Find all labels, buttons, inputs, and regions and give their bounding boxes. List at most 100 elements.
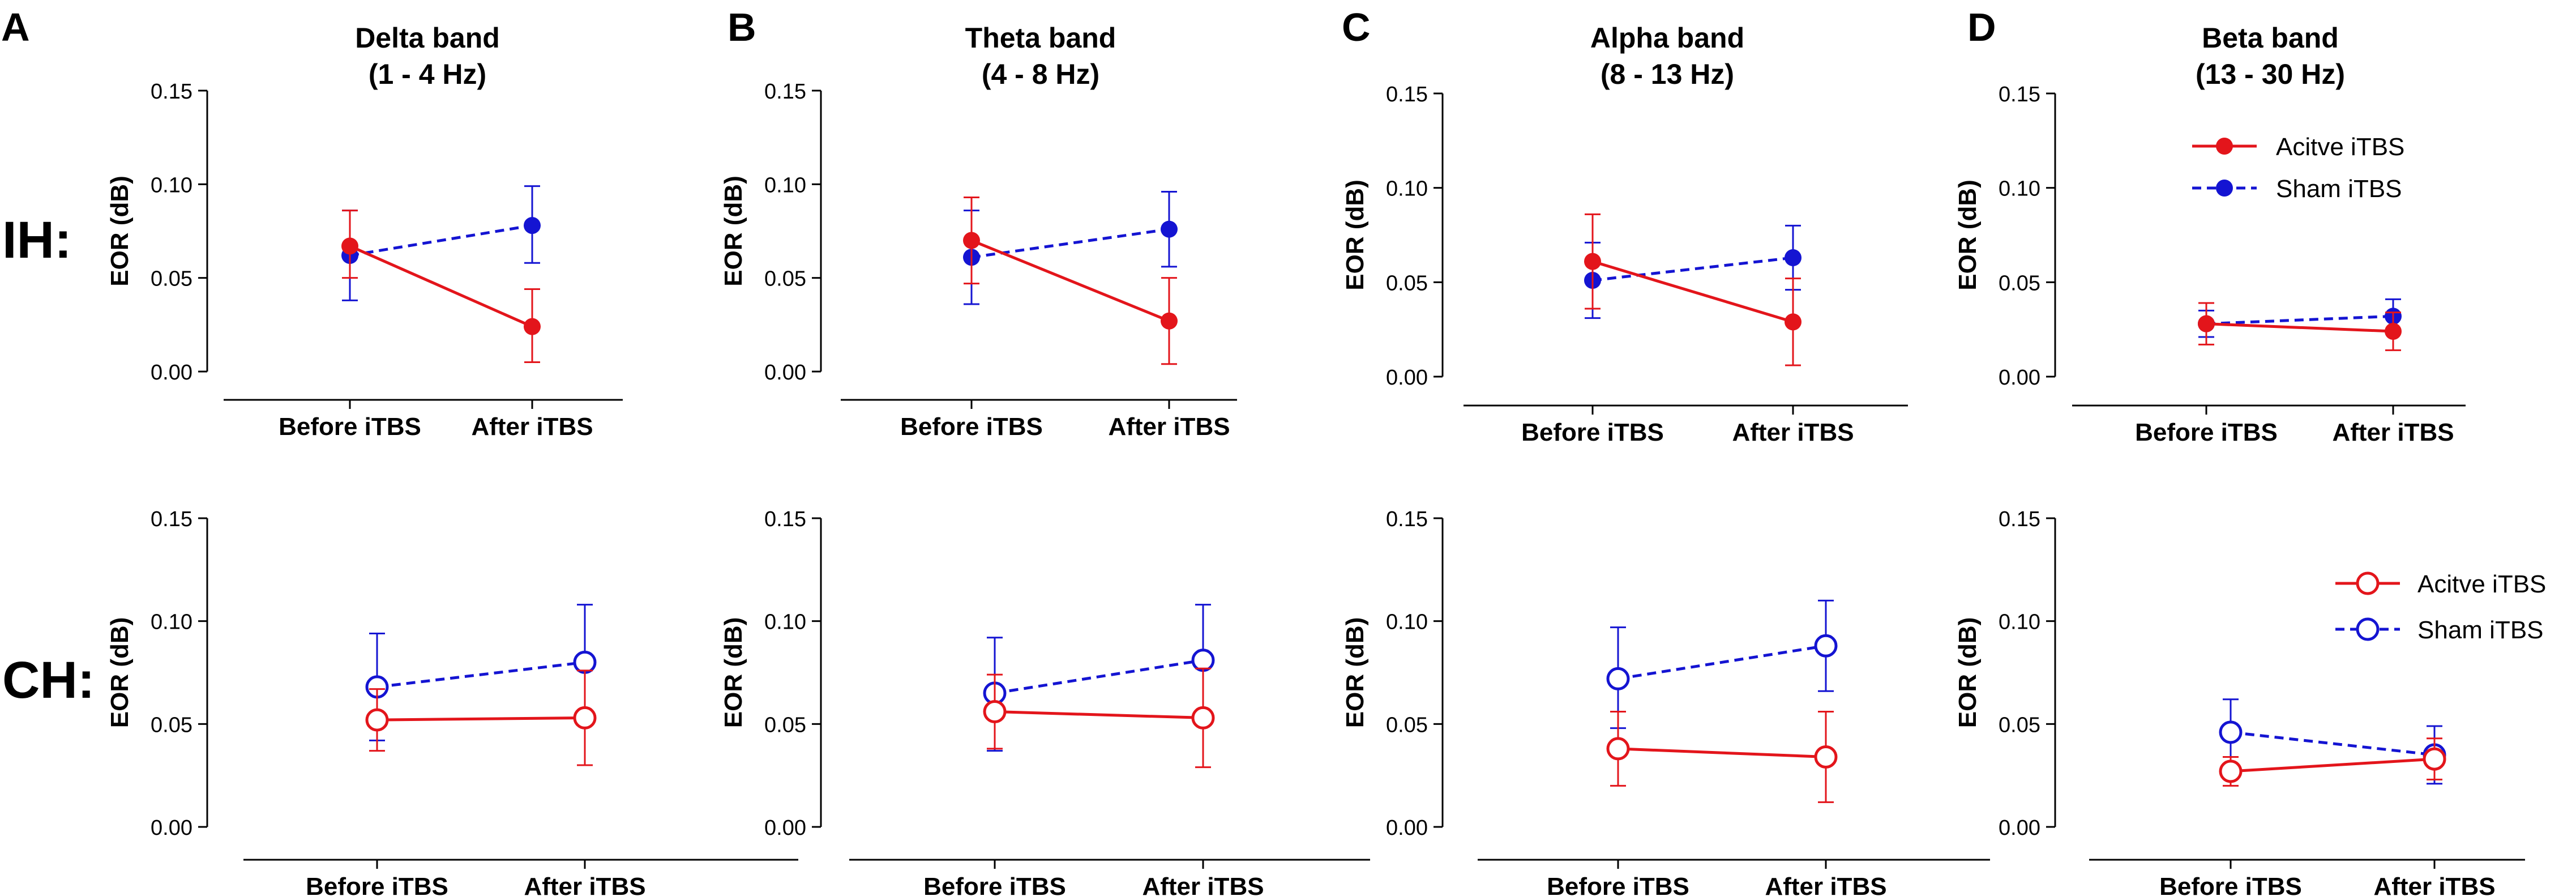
band-subtitle-delta: (1 - 4 Hz) — [369, 58, 486, 90]
y-tick-label-c-ch: 0.15 — [1386, 507, 1428, 531]
y-tick-label-b-ch: 0.05 — [764, 713, 806, 737]
y-axis-label-b-ch: EOR (dB) — [720, 617, 747, 728]
data-point-active-d-ch — [2423, 747, 2446, 771]
chart-panel-a-ih: 0.00 0.05 0.10 0.15 EOR (dB) Before iTBS After… — [106, 80, 623, 441]
x-tick-label-a-ih: Before iTBS — [279, 413, 421, 441]
band-title-theta: Theta band — [965, 22, 1116, 54]
data-point-active-a-ch — [365, 708, 389, 732]
band-title-alpha: Alpha band — [1590, 22, 1744, 54]
y-axis-label-d-ih: EOR (dB) — [1954, 180, 1982, 291]
y-tick-label-a-ch: 0.15 — [151, 507, 192, 531]
data-point-active-d-ih — [2198, 315, 2215, 332]
series-line-active-c-ch — [1618, 747, 1826, 758]
series-line-sham-c-ch — [1618, 644, 1826, 680]
y-tick-label-c-ch: 0.05 — [1386, 713, 1428, 737]
y-tick-label-a-ch: 0.00 — [151, 816, 192, 840]
data-point-sham-a-ch — [573, 650, 597, 674]
y-axis-label-c-ch: EOR (dB) — [1341, 617, 1369, 728]
y-tick-label-a-ih: 0.05 — [151, 267, 192, 291]
x-tick-label-a-ch: Before iTBS — [306, 873, 448, 896]
data-point-active-b-ch — [1191, 706, 1215, 729]
legend-ih-sham-marker — [2216, 180, 2233, 197]
panel-letter-c: C — [1342, 5, 1371, 49]
legend-ih-active-marker — [2216, 138, 2233, 155]
x-tick-label-a-ch: After iTBS — [524, 873, 645, 896]
chart-panel-c-ch: 0.00 0.05 0.10 0.15 EOR (dB) Before iTBS After… — [1341, 507, 1990, 896]
y-tick-label-b-ch: 0.00 — [764, 816, 806, 840]
data-point-active-c-ih — [1785, 313, 1802, 331]
legend-ih-sham-label: Sham iTBS — [2276, 175, 2402, 203]
data-point-active-b-ih — [963, 232, 980, 249]
series-line-active-b-ih — [971, 239, 1170, 323]
series-line-sham-c-ih — [1592, 256, 1794, 282]
chart-panel-a-ch: 0.00 0.05 0.10 0.15 EOR (dB) Before iTBS After… — [106, 507, 798, 896]
y-tick-label-a-ch: 0.05 — [151, 713, 192, 737]
y-axis-label-a-ih: EOR (dB) — [106, 176, 134, 287]
y-tick-label-d-ih: 0.10 — [1999, 177, 2040, 201]
series-line-active-d-ih — [2206, 322, 2394, 333]
x-tick-label-c-ch: Before iTBS — [1547, 873, 1689, 896]
x-tick-label-c-ch: After iTBS — [1765, 873, 1886, 896]
x-tick-label-d-ih: After iTBS — [2332, 419, 2454, 446]
y-tick-label-d-ih: 0.05 — [1999, 271, 2040, 295]
chart-panel-b-ih: 0.00 0.05 0.10 0.15 EOR (dB) Before iTBS After… — [720, 80, 1237, 441]
data-point-sham-a-ih — [524, 217, 541, 234]
data-point-sham-c-ch — [1606, 667, 1630, 690]
band-title-beta: Beta band — [2202, 22, 2339, 54]
y-tick-label-a-ih: 0.10 — [151, 173, 192, 197]
band-title-delta: Delta band — [355, 22, 500, 54]
y-axis-label-d-ch: EOR (dB) — [1954, 617, 1982, 728]
band-subtitle-beta: (13 - 30 Hz) — [2196, 58, 2345, 90]
data-point-active-b-ih — [1161, 312, 1178, 330]
chart-panel-b-ch: 0.00 0.05 0.10 0.15 EOR (dB) Before iTBS After… — [720, 507, 1370, 896]
series-line-active-a-ch — [376, 716, 585, 722]
y-tick-label-a-ch: 0.10 — [151, 611, 192, 634]
y-tick-label-c-ih: 0.05 — [1386, 271, 1428, 295]
x-tick-label-b-ch: Before iTBS — [923, 873, 1066, 896]
y-tick-label-b-ch: 0.10 — [764, 611, 806, 634]
chart-panel-d-ih: 0.00 0.05 0.10 0.15 EOR (dB) Before iTBS After… — [1954, 83, 2466, 446]
x-tick-label-b-ch: After iTBS — [1142, 873, 1264, 896]
data-point-active-d-ih — [2385, 323, 2402, 340]
y-tick-label-c-ch: 0.00 — [1386, 816, 1428, 840]
data-point-active-a-ih — [341, 237, 358, 255]
series-line-sham-a-ih — [349, 224, 533, 257]
y-axis-label-a-ch: EOR (dB) — [106, 617, 134, 728]
y-tick-label-c-ih: 0.10 — [1386, 177, 1428, 201]
data-point-sham-c-ch — [1814, 634, 1838, 658]
data-point-sham-b-ih — [1161, 220, 1178, 238]
legend-ch-active-label: Acitve iTBS — [2417, 570, 2546, 598]
y-tick-label-d-ch: 0.05 — [1999, 713, 2040, 737]
series-line-sham-b-ch — [994, 659, 1204, 695]
x-tick-label-d-ch: Before iTBS — [2159, 873, 2302, 896]
series-line-sham-a-ch — [376, 660, 585, 689]
row-label-ih: IH: — [2, 211, 72, 269]
y-tick-label-d-ih: 0.00 — [1999, 366, 2040, 390]
x-tick-label-d-ch: After iTBS — [2373, 873, 2495, 896]
x-tick-label-b-ih: Before iTBS — [900, 413, 1043, 441]
y-tick-label-d-ih: 0.15 — [1999, 83, 2040, 106]
y-tick-label-d-ch: 0.00 — [1999, 816, 2040, 840]
y-tick-label-d-ch: 0.10 — [1999, 611, 2040, 634]
y-tick-label-b-ih: 0.05 — [764, 267, 806, 291]
chart-panel-d-ch: 0.00 0.05 0.10 0.15 EOR (dB) Before iTBS After… — [1954, 507, 2525, 896]
data-point-active-b-ch — [983, 700, 1007, 724]
x-tick-label-a-ih: After iTBS — [471, 413, 593, 441]
y-tick-label-d-ch: 0.15 — [1999, 507, 2040, 531]
y-tick-label-b-ih: 0.15 — [764, 80, 806, 104]
data-point-active-d-ch — [2219, 760, 2243, 783]
y-tick-label-b-ih: 0.10 — [764, 173, 806, 197]
x-tick-label-c-ih: Before iTBS — [1521, 419, 1664, 446]
y-axis-label-b-ih: EOR (dB) — [720, 176, 747, 287]
band-subtitle-theta: (4 - 8 Hz) — [982, 58, 1099, 90]
series-line-active-c-ih — [1592, 260, 1794, 323]
panel-letter-a: A — [1, 5, 30, 49]
series-line-sham-d-ih — [2206, 314, 2394, 326]
series-line-active-a-ih — [349, 245, 533, 328]
y-tick-label-a-ih: 0.15 — [151, 80, 192, 104]
data-point-sham-b-ch — [1191, 648, 1215, 672]
legend-ih: Acitve iTBS Sham iTBS — [2192, 133, 2404, 203]
panel-letter-b: B — [728, 5, 756, 49]
y-tick-label-a-ih: 0.00 — [151, 361, 192, 385]
